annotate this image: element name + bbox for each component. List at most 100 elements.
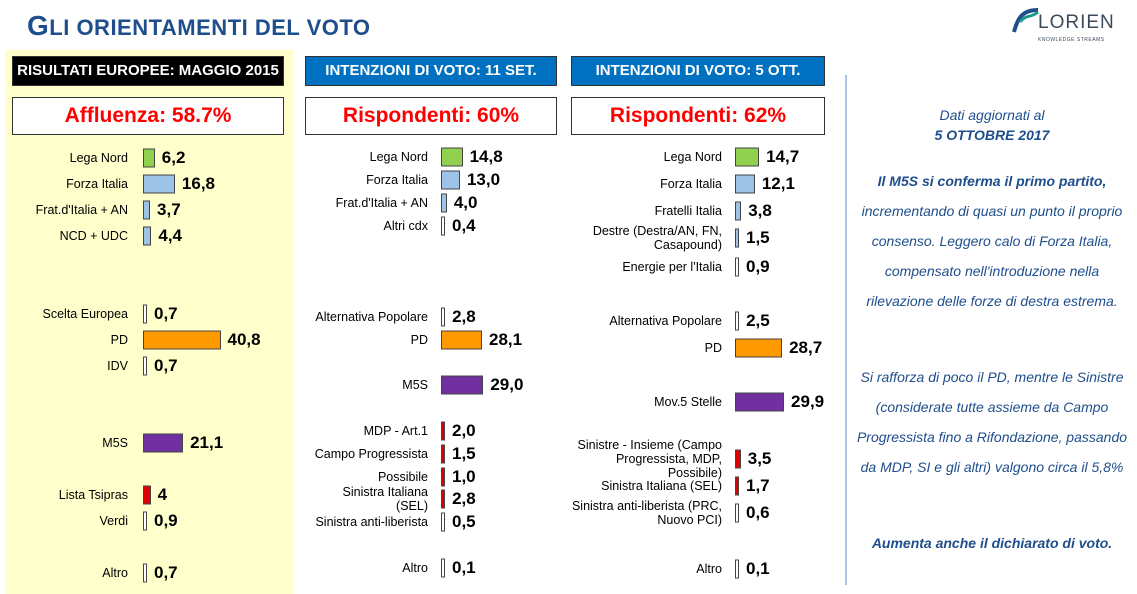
category-label: MDP - Art.1: [363, 424, 428, 438]
value-label: 14,7: [766, 147, 800, 166]
bar: [441, 444, 445, 464]
category-label: M5S: [102, 436, 128, 450]
bar: [441, 375, 484, 395]
bar: [143, 304, 147, 324]
value-label: 12,1: [761, 174, 795, 193]
logo-text: LORIEN: [1038, 12, 1115, 33]
value-label: 2,8: [452, 489, 476, 508]
bar: [143, 433, 184, 453]
date-value: 5 OTTOBRE 2017: [934, 127, 1050, 143]
bar: [735, 503, 739, 523]
panel-2-header: INTENZIONI DI VOTO: 11 SET.: [305, 56, 557, 86]
rispondenti-5ott-box: Rispondenti: 62%: [571, 97, 825, 135]
bar: [735, 392, 785, 412]
value-label: 28,1: [489, 330, 523, 349]
category-label: Altro: [696, 562, 722, 576]
bar: [441, 147, 463, 167]
bar: [143, 356, 147, 376]
bar: [441, 489, 446, 509]
category-label: Forza Italia: [366, 173, 428, 187]
bar: [735, 476, 739, 496]
category-label: Frat.d'Italia + AN: [335, 196, 428, 210]
category-label: Alternativa Popolare: [315, 310, 428, 324]
bar: [735, 228, 739, 248]
logo-swoosh-icon: [1012, 8, 1040, 33]
value-label: 2,0: [452, 421, 476, 440]
category-label: Lega Nord: [663, 150, 722, 164]
bar: [143, 563, 147, 583]
bar: [441, 421, 445, 441]
category-label: Sinistre - Insieme (Campo Progressista, …: [577, 438, 723, 480]
value-label: 0,4: [452, 216, 476, 235]
category-label: IDV: [107, 359, 128, 373]
category-label: Sinistra anti-liberista (PRC, Nuovo PCI): [571, 499, 722, 527]
category-label: Verdi: [99, 514, 129, 528]
category-label: Lega Nord: [69, 151, 128, 165]
bar: [441, 512, 445, 532]
category-label: PD: [704, 341, 722, 355]
bar: [143, 511, 147, 531]
bar: [143, 200, 151, 220]
bar: [143, 174, 175, 194]
value-label: 0,1: [452, 558, 476, 577]
note-1-bold: Il M5S si conferma il primo partito,: [877, 173, 1107, 189]
lorien-logo: LORIEN KNOWLEDGE STREAMS: [1010, 4, 1130, 48]
category-label: Sinistra Italiana (SEL): [601, 479, 722, 493]
category-label: Sinistra anti-liberista: [315, 515, 428, 529]
value-label: 0,6: [746, 503, 770, 522]
bar: [735, 147, 760, 167]
bar: [735, 257, 739, 277]
bar: [441, 467, 445, 487]
logo-tagline: KNOWLEDGE STREAMS: [1038, 37, 1105, 43]
note-1-rest: incrementando di quasi un punto il propr…: [861, 203, 1123, 309]
value-label: 21,1: [190, 433, 224, 452]
value-label: 3,8: [748, 201, 772, 220]
value-label: 0,9: [154, 511, 178, 530]
bar: [143, 148, 155, 168]
value-label: 1,5: [452, 444, 476, 463]
category-label: PD: [110, 333, 128, 347]
note-paragraph-2: Si rafforza di poco il PD, mentre le Sin…: [856, 369, 1128, 475]
category-label: Altro: [102, 566, 128, 580]
category-label: Energie per l'Italia: [622, 260, 722, 274]
value-label: 2,8: [452, 307, 476, 326]
value-label: 0,7: [154, 563, 178, 582]
value-label: 40,8: [227, 330, 261, 349]
bar: [441, 307, 446, 327]
value-label: 3,5: [747, 449, 772, 468]
value-label: 16,8: [181, 174, 215, 193]
bar: [143, 485, 151, 505]
category-label: PD: [410, 333, 428, 347]
category-label: Lista Tsipras: [58, 488, 128, 502]
category-label: Sinistra Italiana (SEL): [342, 485, 428, 513]
note-paragraph-1: Il M5S si conferma il primo partito, inc…: [852, 166, 1132, 316]
bar: [441, 330, 483, 350]
value-label: 0,9: [746, 257, 770, 276]
category-label: Altri cdx: [383, 219, 428, 233]
bar: [143, 330, 221, 350]
category-label: NCD + UDC: [59, 229, 128, 243]
value-label: 13,0: [466, 170, 501, 189]
bar: [735, 174, 755, 194]
bar: [735, 311, 740, 331]
category-label: M5S: [402, 378, 428, 392]
value-label: 3,7: [157, 200, 181, 219]
category-label: Frat.d'Italia + AN: [35, 203, 128, 217]
value-label: 1,7: [746, 476, 770, 495]
category-label: Forza Italia: [66, 177, 128, 191]
value-label: 6,2: [161, 148, 186, 167]
bar: [441, 193, 447, 213]
value-label: 2,5: [746, 311, 770, 330]
category-label: Forza Italia: [660, 177, 722, 191]
category-label: Possibile: [377, 470, 428, 484]
category-label: Campo Progressista: [314, 447, 428, 461]
category-label: Altro: [402, 561, 428, 575]
category-label: Lega Nord: [369, 150, 428, 164]
value-label: 4,0: [453, 193, 478, 212]
note-paragraph-3: Aumenta anche il dichiarato di voto.: [871, 535, 1113, 551]
value-label: 4,4: [158, 226, 182, 245]
bar: [441, 170, 460, 190]
date-intro: Dati aggiornati al: [939, 107, 1045, 123]
value-label: 4: [157, 485, 168, 504]
value-label: 1,0: [452, 467, 476, 486]
